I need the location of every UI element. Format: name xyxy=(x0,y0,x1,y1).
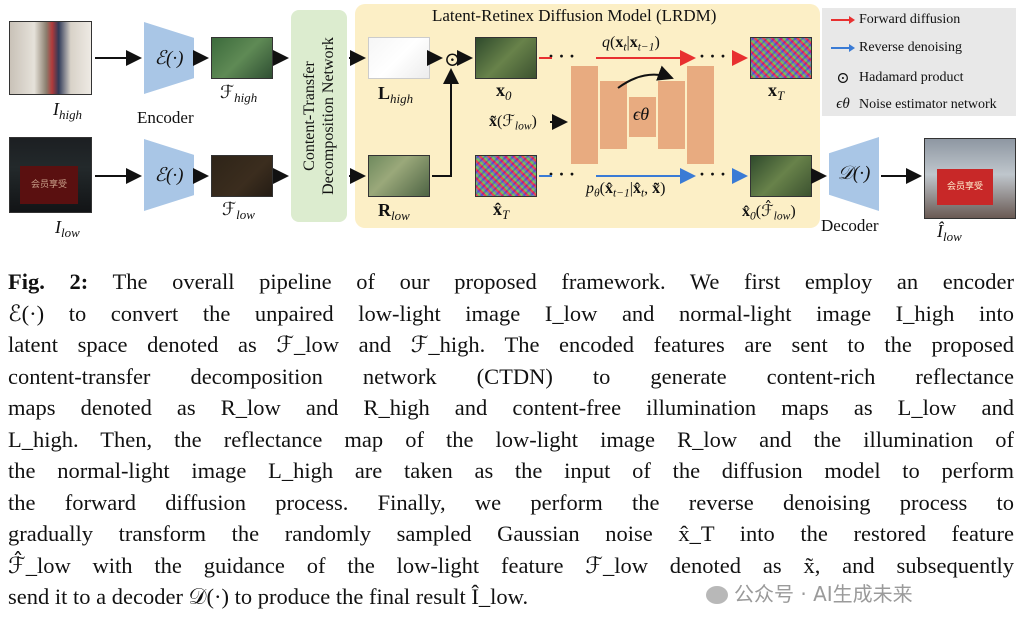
caption-line-7: the normal-light image L_high are taken … xyxy=(8,458,1014,483)
caption-line-9: gradually transform the randomly sampled… xyxy=(8,521,1014,546)
dots-top-right: · · · xyxy=(699,46,727,66)
hadamard-icon: ⊙ xyxy=(836,70,850,87)
input-low-image: 会员享受 xyxy=(9,137,92,213)
label-i-high: Ihigh xyxy=(53,99,83,122)
caption-fig-label: Fig. 2: xyxy=(8,269,89,294)
output-image: 会员享受 xyxy=(924,138,1016,219)
reflectance-map-low xyxy=(368,155,430,197)
wechat-icon xyxy=(706,586,728,604)
ctdn-block: Content-Transfer Decomposition Network xyxy=(291,10,347,222)
legend: Forward diffusion Reverse denoising ⊙ Ha… xyxy=(822,8,1016,116)
label-x0-hat: x̂0(ℱ̂low) xyxy=(742,203,796,223)
pipeline-figure: Latent-Retinex Diffusion Model (LRDM) Co… xyxy=(0,0,1022,252)
label-i-low-hat: Îlow xyxy=(937,221,962,244)
dots-bottom-right: · · · xyxy=(699,164,727,184)
legend-reverse: Reverse denoising xyxy=(830,40,962,56)
feature-high xyxy=(211,37,273,79)
arrow-r-to-hadamard xyxy=(432,68,459,177)
latent-x0 xyxy=(475,37,537,79)
caption-line-4: content-transfer decomposition network (… xyxy=(8,363,1014,389)
dots-bottom-left: · · · xyxy=(548,164,576,184)
label-q-forward: q(xt|xt−1) xyxy=(602,34,660,54)
watermark: 公众号 · AI生成未来 xyxy=(706,578,913,607)
caption-line-10: ℱ̂_low with the guidance of the low-ligh… xyxy=(8,552,1014,578)
label-x-tilde: x̃(ℱlow) xyxy=(489,113,537,133)
caption-line-8: the forward diffusion process. Finally, … xyxy=(8,489,1014,515)
label-l-high: Lhigh xyxy=(378,83,414,106)
encoder-top-symbol: ℰ(·) xyxy=(154,47,184,69)
caption-line-2: ℰ(·) to convert the unpaired low-light i… xyxy=(8,300,1014,326)
label-f-high: ℱhigh xyxy=(220,82,258,105)
label-p-reverse: pθ(x̂t−1|x̂t, x̃) xyxy=(586,180,666,200)
hadamard-symbol: ⊙ xyxy=(444,49,461,71)
label-f-low: ℱlow xyxy=(222,199,255,222)
low-sign: 会员享受 xyxy=(20,166,78,204)
feature-low xyxy=(211,155,273,197)
eps-theta-icon: ϵθ xyxy=(836,96,850,112)
caption-line-1: The overall pipeline of our proposed fra… xyxy=(112,269,1014,294)
dots-top-left: · · · xyxy=(548,46,576,66)
lrdm-title: Latent-Retinex Diffusion Model (LRDM) xyxy=(432,6,717,25)
label-i-low: Ilow xyxy=(55,217,80,240)
watermark-text: 公众号 · AI生成未来 xyxy=(734,582,913,606)
legend-hadamard: ⊙ Hadamard product xyxy=(830,68,964,88)
legend-reverse-text: Reverse denoising xyxy=(859,40,963,55)
unet-block-5 xyxy=(687,66,714,164)
legend-hadamard-text: Hadamard product xyxy=(859,70,964,85)
encoder-label: Encoder xyxy=(137,108,194,127)
out-sign: 会员享受 xyxy=(937,169,993,205)
encoder-bottom-symbol: ℰ(·) xyxy=(154,164,184,186)
forward-arrow-icon xyxy=(831,16,855,24)
label-xT: xT xyxy=(768,80,785,103)
legend-forward: Forward diffusion xyxy=(830,12,960,28)
eps-theta-label: ϵθ xyxy=(633,104,650,124)
label-xT-hat: x̂T xyxy=(493,199,510,222)
legend-noise-est-text: Noise estimator network xyxy=(859,96,997,112)
caption-line-5: maps denoted as R_low and R_high and con… xyxy=(8,395,1014,420)
caption-line-6: L_high. Then, the reflectance map of the… xyxy=(8,426,1014,452)
decoder-symbol: 𝒟(·) xyxy=(837,163,871,184)
legend-forward-text: Forward diffusion xyxy=(859,12,961,27)
reverse-arrow-icon xyxy=(831,44,855,52)
flow-arrows xyxy=(95,50,922,184)
noise-xT xyxy=(750,37,812,79)
noise-xT-hat xyxy=(475,155,537,197)
caption-line-11: send it to a decoder 𝒟(·) to produce the… xyxy=(8,584,529,609)
unet-block-1 xyxy=(571,66,598,164)
unet-block-4 xyxy=(658,81,685,149)
caption-line-3: latent space denoted as ℱ_low and ℱ_high… xyxy=(8,332,1014,357)
unet-block-2 xyxy=(600,81,627,149)
label-x0: x0 xyxy=(496,80,512,103)
legend-noise-est: ϵθ Noise estimator network xyxy=(830,96,997,113)
input-high-image xyxy=(9,21,92,95)
figure-caption: Fig. 2: The overall pipeline of our prop… xyxy=(8,266,1014,613)
unet-block-3 xyxy=(629,97,656,137)
illumination-map-high xyxy=(368,37,430,79)
arrow-unet-skip xyxy=(617,65,674,89)
label-r-low: Rlow xyxy=(378,200,410,223)
restored-x0-hat xyxy=(750,155,812,197)
decoder-label: Decoder xyxy=(821,216,879,235)
